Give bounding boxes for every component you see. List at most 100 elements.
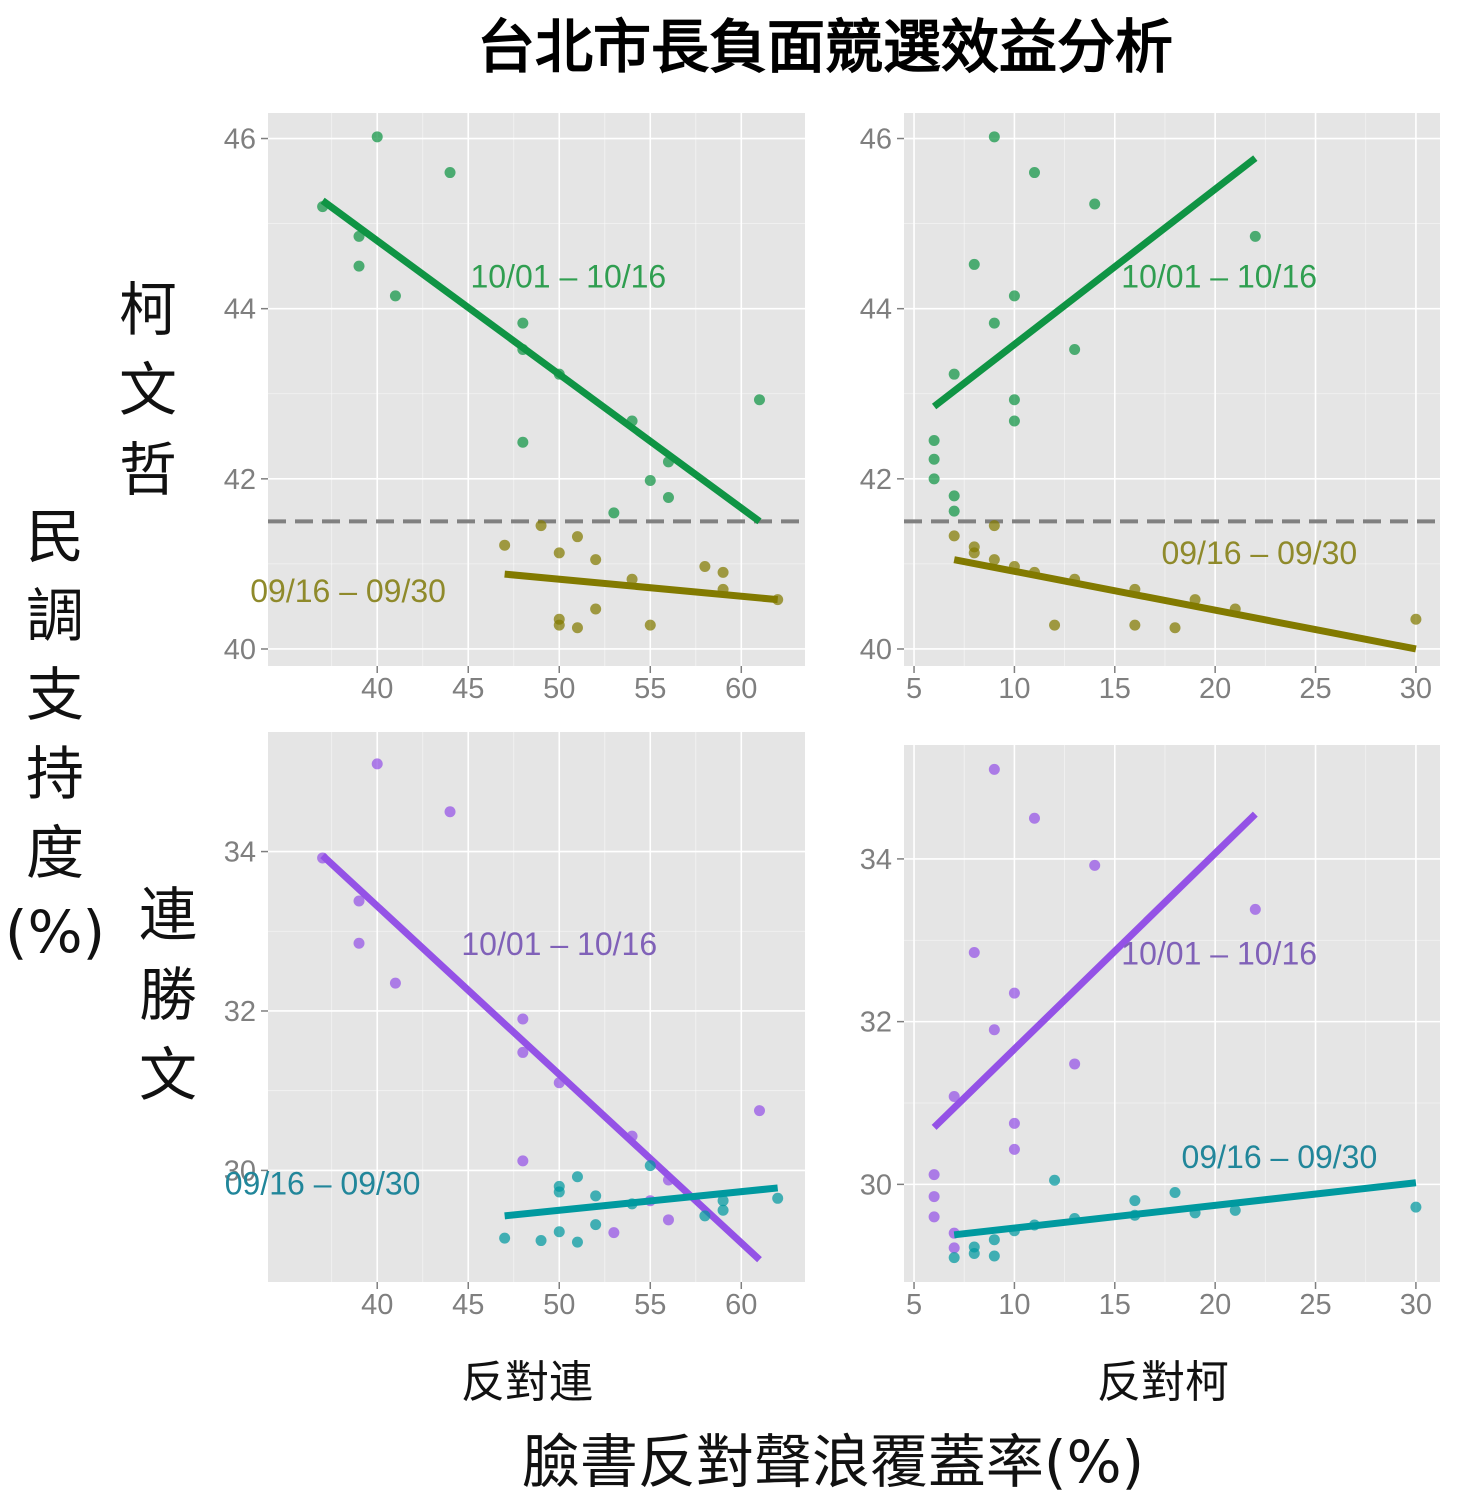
data-point — [948, 530, 960, 542]
series-label: 10/01 – 10/16 — [461, 926, 657, 962]
col-label-oppose-ko: 反對柯 — [1097, 1357, 1229, 1408]
x-tick-label: 15 — [1099, 673, 1131, 705]
y-tick-label: 40 — [224, 634, 256, 666]
data-point — [1129, 619, 1141, 631]
data-point — [1008, 987, 1020, 999]
x-tick-label: 60 — [725, 1289, 757, 1321]
data-point — [772, 1192, 784, 1204]
data-point — [371, 758, 383, 770]
data-point — [988, 317, 1000, 329]
y-tick-label: 42 — [860, 464, 892, 496]
x-tick-label: 10 — [998, 673, 1030, 705]
x-axis-title: 臉書反對聲浪覆蓋率(%) — [522, 1428, 1144, 1496]
data-point — [1410, 1201, 1422, 1213]
data-point — [928, 435, 940, 447]
data-point — [1008, 415, 1020, 427]
series-1: 09/16 – 09/30 — [225, 1160, 784, 1248]
panel-1: 5 10 15 20 25 30 40 42 44 46 10/01 – 10/16 09/16 – … — [860, 113, 1440, 705]
data-point — [928, 453, 940, 465]
data-point — [389, 977, 401, 989]
series-1: 09/16 – 09/30 — [948, 1139, 1422, 1264]
data-point — [662, 1214, 674, 1226]
data-point — [1008, 1143, 1020, 1155]
data-point — [590, 1190, 602, 1202]
data-point — [553, 547, 565, 559]
data-point — [1169, 1187, 1181, 1198]
series-label: 10/01 – 10/16 — [1121, 936, 1317, 972]
x-tick-label: 45 — [452, 673, 484, 705]
data-point — [1249, 903, 1261, 915]
data-point — [753, 1105, 765, 1117]
trend-line — [504, 1184, 779, 1220]
data-point — [1028, 812, 1040, 824]
x-tick-label: 15 — [1099, 1289, 1131, 1321]
data-point — [1069, 1058, 1081, 1070]
data-point — [717, 1195, 729, 1207]
data-point — [517, 1046, 529, 1058]
data-point — [644, 619, 656, 631]
row-label-char: 哲 — [119, 436, 177, 504]
data-point — [353, 895, 365, 907]
data-point — [590, 603, 602, 615]
data-point — [353, 937, 365, 949]
x-tick-label: 25 — [1299, 1289, 1331, 1321]
y-tick-label: 44 — [224, 294, 256, 326]
data-point — [1049, 1174, 1061, 1186]
y-tick-label: 30 — [860, 1169, 892, 1201]
data-point — [444, 167, 456, 179]
data-point — [948, 1242, 960, 1254]
data-point — [517, 1155, 529, 1167]
data-point — [1129, 1195, 1141, 1207]
y-tick-label: 46 — [224, 124, 256, 156]
x-tick-label: 25 — [1299, 673, 1331, 705]
series-label: 10/01 – 10/16 — [1121, 258, 1317, 294]
data-point — [988, 1250, 1000, 1262]
data-point — [499, 1232, 511, 1244]
data-point — [571, 531, 583, 543]
data-point — [717, 566, 729, 578]
y-axis-title: 民 調 支 持 度 (%) — [5, 503, 105, 966]
data-point — [1008, 290, 1020, 302]
series-0: 10/01 – 10/16 — [317, 131, 765, 525]
y-tick-label: 34 — [224, 837, 256, 869]
data-point — [988, 520, 1000, 532]
data-point — [988, 763, 1000, 775]
x-tick-label: 30 — [1400, 673, 1432, 705]
series-0: 10/01 – 10/16 — [928, 763, 1317, 1254]
y-axis-title-char: 民 — [26, 503, 84, 571]
data-point — [1089, 198, 1101, 210]
panel-background — [268, 732, 805, 1282]
chart-title: 台北市長負面競選效益分析 — [477, 13, 1173, 81]
data-point — [571, 622, 583, 634]
data-point — [535, 1235, 547, 1247]
y-axis-title-char: 支 — [26, 661, 84, 729]
trend-line — [953, 556, 1417, 653]
data-point — [608, 507, 620, 519]
data-point — [644, 475, 656, 487]
data-point — [753, 394, 765, 406]
data-point — [968, 1248, 980, 1260]
trend-line — [931, 811, 1258, 1130]
data-point — [1069, 344, 1081, 356]
y-tick-label: 42 — [224, 464, 256, 496]
trend-line — [931, 155, 1258, 410]
x-tick-label: 5 — [906, 1289, 922, 1321]
data-point — [571, 1171, 583, 1183]
data-point — [553, 619, 565, 631]
series-1: 09/16 – 09/30 — [948, 520, 1422, 653]
data-point — [1049, 619, 1061, 631]
x-tick-label: 10 — [998, 1289, 1030, 1321]
data-point — [444, 806, 456, 818]
data-point — [590, 554, 602, 566]
y-tick-label: 44 — [860, 294, 892, 326]
y-tick-label: 32 — [224, 996, 256, 1028]
data-point — [928, 1211, 940, 1223]
trend-line — [320, 197, 762, 525]
data-point — [1089, 859, 1101, 871]
data-point — [1028, 167, 1040, 179]
data-point — [389, 290, 401, 302]
data-point — [499, 539, 511, 551]
data-point — [553, 1226, 565, 1238]
data-point — [1169, 622, 1181, 634]
